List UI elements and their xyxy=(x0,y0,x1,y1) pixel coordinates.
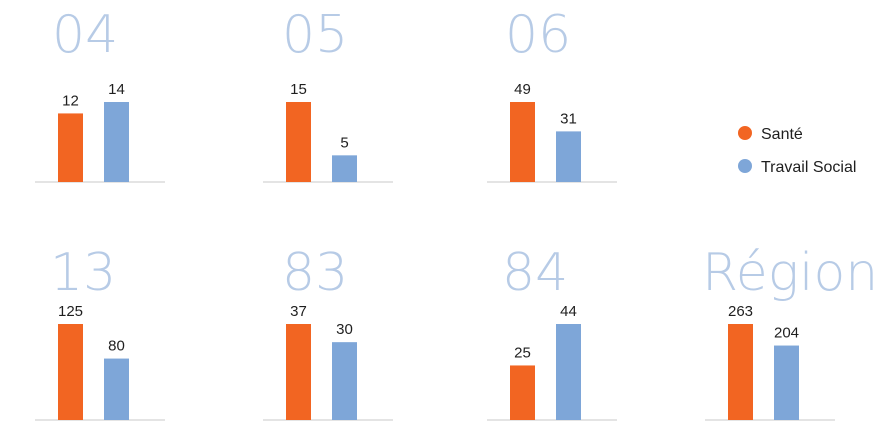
data-label: 49 xyxy=(514,81,531,98)
data-label: 25 xyxy=(514,344,531,361)
chart-panel-05: 05 15 5 xyxy=(263,5,393,183)
panel-title: 06 xyxy=(505,5,571,65)
bar-sante xyxy=(286,102,311,182)
panel-title: Région xyxy=(702,243,878,303)
bar-sante xyxy=(58,113,83,182)
bar-travail-social xyxy=(774,345,799,420)
panel-title: 05 xyxy=(282,5,348,65)
data-label: 80 xyxy=(108,338,125,355)
data-label: 263 xyxy=(728,303,753,320)
bar-travail-social xyxy=(556,131,581,182)
data-label: 30 xyxy=(336,321,353,338)
chart-panel-84: 84 25 44 xyxy=(487,243,617,421)
data-label: 12 xyxy=(62,92,79,109)
bar-travail-social xyxy=(104,102,129,182)
data-label: 14 xyxy=(108,81,125,98)
data-label: 15 xyxy=(290,81,307,98)
legend-marker xyxy=(738,126,752,140)
chart-panel-06: 06 49 31 xyxy=(487,5,617,183)
data-label: 44 xyxy=(560,303,577,320)
bar-sante xyxy=(510,102,535,182)
data-label: 37 xyxy=(290,303,307,320)
bar-travail-social xyxy=(104,358,129,420)
panel-title: 83 xyxy=(282,243,348,303)
data-label: 125 xyxy=(58,303,83,320)
legend-marker xyxy=(738,159,752,173)
bar-sante xyxy=(510,365,535,420)
legend: Santé Travail Social xyxy=(738,126,856,176)
data-label: 31 xyxy=(560,110,577,127)
legend-label: Travail Social xyxy=(761,159,856,176)
data-label: 204 xyxy=(774,325,799,342)
bar-sante xyxy=(286,324,311,420)
bar-sante xyxy=(58,324,83,420)
panel-title: 13 xyxy=(50,243,116,303)
bar-travail-social xyxy=(556,324,581,420)
panel-title: 84 xyxy=(502,243,568,303)
panel-title: 04 xyxy=(52,5,118,65)
bar-travail-social xyxy=(332,155,357,182)
chart-panel-04: 04 12 14 xyxy=(35,5,165,183)
data-label: 5 xyxy=(340,134,348,151)
legend-label: Santé xyxy=(761,126,803,143)
bar-travail-social xyxy=(332,342,357,420)
bar-sante xyxy=(728,324,753,420)
